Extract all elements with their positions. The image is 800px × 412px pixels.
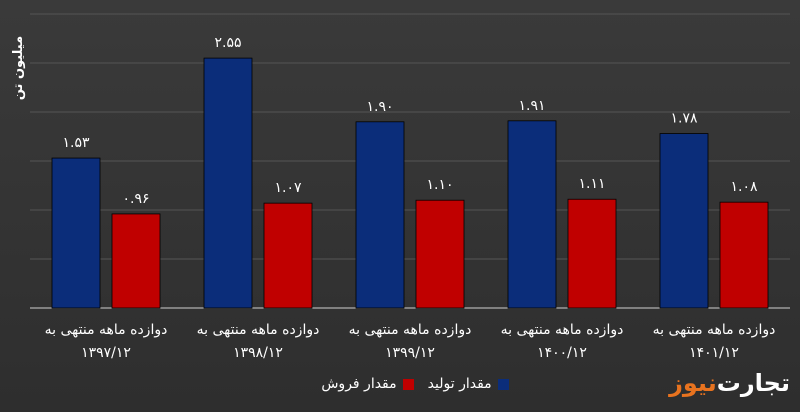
- bar-production: [355, 121, 405, 309]
- legend-label-sales: مقدار فروش: [321, 376, 397, 392]
- data-label-production: ۲.۵۵: [214, 35, 241, 51]
- bars: ۱.۵۳ ۰.۹۶ ۲.۵۵ ۱.۰۷ ۱.۹۰ ۱.۱۰ ۱.۹۱ ۱.۱۱ ۱.۷۸ ۱.۰۸: [51, 35, 769, 309]
- bar-sales: [263, 202, 313, 309]
- x-tick-label: ۱۳۹۸/۱۲: [233, 345, 283, 361]
- data-label-production: ۱.۹۰: [366, 99, 393, 115]
- logo-part1: تجارت: [716, 369, 790, 397]
- x-tick-label: ۱۳۹۹/۱۲: [385, 345, 435, 361]
- x-tick-label: دوازده ماهه منتهی به: [197, 322, 320, 338]
- bar-sales: [415, 199, 465, 309]
- x-tick-label: ۱۴۰۰/۱۲: [537, 345, 587, 361]
- legend-swatch-sales: [402, 378, 414, 390]
- bar-production: [659, 133, 709, 309]
- data-label-sales: ۱.۱۱: [578, 176, 605, 192]
- bar-production: [507, 120, 557, 309]
- y-axis-label: میلیون تن: [11, 36, 26, 100]
- bar-sales: [719, 201, 769, 309]
- data-label-production: ۱.۹۱: [518, 98, 545, 114]
- x-tick-label: ۱۴۰۱/۱۲: [689, 345, 739, 361]
- data-label-sales: ۱.۰۷: [274, 180, 301, 196]
- logo: تجارت نیوز: [669, 366, 790, 400]
- data-label-production: ۱.۵۳: [62, 135, 89, 151]
- data-label-sales: ۱.۰۸: [730, 179, 757, 195]
- x-tick-label: دوازده ماهه منتهی به: [653, 322, 776, 338]
- x-tick-labels: دوازده ماهه منتهی به ۱۳۹۷/۱۲ دوازده ماهه م…: [45, 322, 776, 361]
- bar-production: [203, 57, 253, 309]
- legend-item-sales: مقدار فروش: [321, 376, 414, 392]
- x-tick-label: ۱۳۹۷/۱۲: [81, 345, 131, 361]
- legend-item-production: مقدار تولید: [428, 376, 509, 392]
- bar-sales: [567, 198, 617, 309]
- bar-production: [51, 157, 101, 309]
- x-tick-label: دوازده ماهه منتهی به: [349, 322, 472, 338]
- legend: مقدار تولید مقدار فروش: [300, 374, 530, 394]
- x-tick-label: دوازده ماهه منتهی به: [501, 322, 624, 338]
- data-label-sales: ۱.۱۰: [426, 177, 453, 193]
- legend-label-production: مقدار تولید: [427, 376, 492, 392]
- logo-part2: نیوز: [669, 369, 717, 397]
- data-label-sales: ۰.۹۶: [122, 191, 149, 207]
- legend-swatch-production: [497, 378, 509, 390]
- bar-sales: [111, 213, 161, 309]
- data-label-production: ۱.۷۸: [670, 111, 697, 127]
- x-tick-label: دوازده ماهه منتهی به: [45, 322, 168, 338]
